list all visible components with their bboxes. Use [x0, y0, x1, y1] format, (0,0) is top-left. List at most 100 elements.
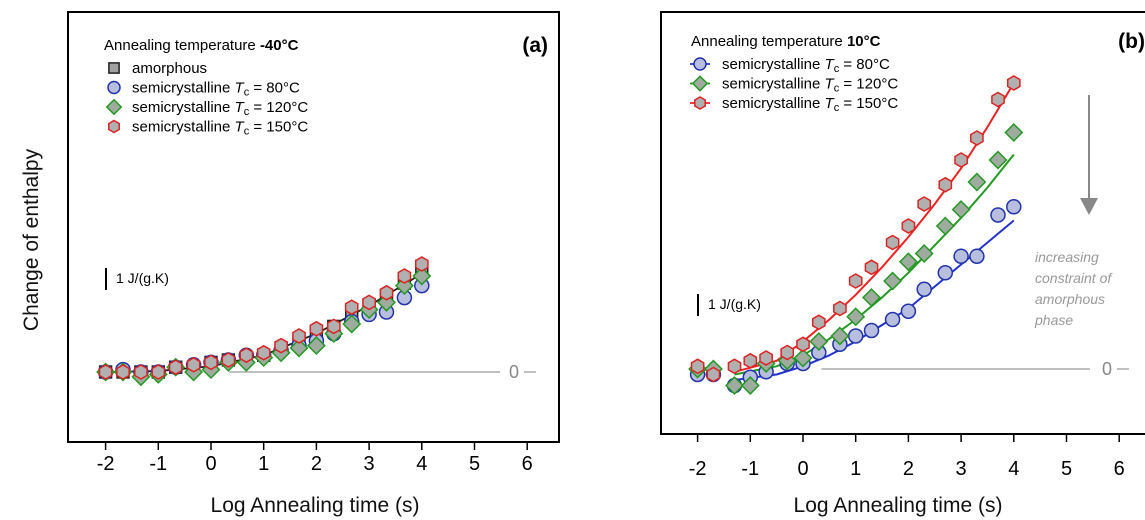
panel-a-scale-bar-label: 1 J/(g.K)	[116, 270, 169, 286]
panel-b-tick-label: 2	[903, 458, 914, 480]
panel-b-data-point	[967, 172, 987, 192]
panel-b-data-point	[990, 207, 1006, 223]
panel-b-legend-title: Annealing temperature 10°C	[691, 33, 881, 50]
panel-b-legend-entry: semicrystalline Tc = 150°C	[722, 95, 898, 114]
panel-a-zero-label: 0	[509, 362, 519, 382]
panel-a-data-point	[326, 318, 341, 335]
panel-a-data-point	[397, 268, 412, 284]
panel-a-legend-marker	[105, 98, 123, 116]
panel-b-scale-bar-label: 1 J/(g.K)	[708, 296, 761, 312]
panel-a-data-point	[412, 266, 432, 286]
panel-a-frame	[67, 11, 560, 443]
panel-b-tick-label: 4	[1008, 458, 1019, 480]
panel-b-data-point	[740, 376, 760, 395]
panel-a-tick-label: 2	[311, 453, 322, 475]
panel-b-data-point	[690, 358, 705, 375]
panel-b-tick-label: 5	[1061, 458, 1072, 480]
panel-b-data-point	[885, 234, 900, 251]
panel-b-data-point	[780, 344, 795, 361]
annotation-line-3: amorphous	[1035, 291, 1105, 307]
panel-a-legend-marker	[107, 80, 121, 95]
panel-b-legend-marker	[691, 75, 709, 92]
panel-a-data-point	[292, 328, 306, 344]
panel-b-data-point	[988, 150, 1008, 170]
panel-a-data-point	[204, 354, 218, 371]
panel-b-legend-entry: semicrystalline Tc = 120°C	[722, 76, 898, 95]
panel-b-data-point	[848, 273, 863, 289]
panel-b-data-point	[970, 130, 984, 146]
panel-b-data-point	[830, 326, 850, 346]
panel-a-x-ticks: -2 -1 0 1 2 3 4 5 6	[97, 442, 533, 475]
panel-a-tick-label: -2	[97, 453, 115, 475]
panel-b-legend: semicrystalline Tc = 80°Csemicrystalline…	[690, 56, 898, 114]
panel-b-data-point	[847, 328, 864, 344]
panel-b-data-point	[991, 91, 1005, 108]
panel-b-data-point	[884, 311, 901, 328]
panel-a-data-point	[306, 336, 326, 356]
panel-b-series-fit-line	[734, 82, 1015, 373]
panel-b-data-point	[951, 200, 971, 219]
panel-a-legend-title-value: -40°C	[260, 37, 299, 54]
panel-a: (a) Annealing temperature -40°C amorphou…	[67, 11, 560, 517]
constraint-arrow-head	[1080, 198, 1098, 215]
panel-a-legend-entry: amorphous	[132, 60, 207, 77]
panel-a-x-axis-label: Log Annealing time (s)	[211, 494, 420, 517]
annotation-line-2: constraint of	[1035, 270, 1113, 286]
panel-b-legend-marker	[694, 96, 706, 110]
panel-b-data-point	[937, 265, 954, 281]
panel-a-data-point	[221, 352, 236, 368]
panel-a-tick-label: 3	[364, 453, 375, 475]
panel-a-data-point	[134, 364, 148, 380]
panel-b-data-point	[759, 350, 773, 366]
panel-a-legend-entry: semicrystalline Tc = 120°C	[132, 99, 308, 118]
panel-a-tick-label: -1	[149, 453, 167, 475]
panel-b-label: (b)	[1118, 30, 1145, 53]
panel-b-tick-label: -2	[689, 458, 707, 480]
panel-b-data-point	[727, 358, 742, 375]
y-axis-label: Change of enthalpy	[20, 148, 43, 331]
panel-b-legend-marker	[693, 57, 707, 71]
panel-b-data-point	[846, 307, 866, 327]
panel-a-data-point	[379, 284, 394, 301]
panel-a-data-point	[274, 337, 288, 354]
panel-a-marks	[96, 256, 432, 387]
panel-b-data-point	[1004, 123, 1024, 142]
panel-a-legend-marker	[108, 119, 120, 134]
panel-a-tick-label: 5	[469, 453, 480, 475]
constraint-arrow	[1080, 95, 1098, 215]
panel-b-data-point	[969, 248, 985, 264]
panel-b-data-point	[833, 300, 847, 317]
panel-a-data-point	[98, 364, 113, 380]
panel-a-data-point	[186, 356, 201, 373]
panel-b-data-point	[796, 336, 810, 353]
panel-a-data-point	[362, 294, 376, 311]
panel-a-data-point	[116, 364, 130, 380]
panel-a-label: (a)	[522, 34, 548, 57]
panel-b-data-point	[954, 152, 968, 168]
panel-a-data-point	[168, 359, 183, 376]
panel-b-data-point	[793, 348, 813, 368]
annotation-line-4: phase	[1034, 312, 1073, 328]
panel-a-data-point	[342, 314, 362, 334]
panel-b-data-point	[863, 322, 880, 339]
panel-b-tick-label: 3	[956, 458, 967, 480]
panel-a-legend-entry: semicrystalline Tc = 150°C	[132, 119, 308, 138]
panel-a-data-point	[414, 256, 429, 272]
panel-a-tick-label: 6	[522, 453, 533, 475]
panel-b-data-point	[901, 218, 916, 234]
panel-b-data-point	[777, 351, 797, 371]
panel-a-data-point	[344, 299, 359, 316]
panel-b-legend-title-prefix: Annealing temperature	[691, 33, 847, 50]
panel-b-data-point	[953, 248, 969, 264]
panel-b-zero-label: 0	[1102, 359, 1112, 379]
panel-b-data-point	[900, 303, 917, 319]
annotation-line-1: increasing	[1035, 249, 1099, 265]
panel-b-x-ticks: -2 -1 0 1 2 3 4 5 6	[689, 434, 1125, 480]
panel-b-data-point	[862, 288, 881, 307]
panel-a-tick-label: 0	[205, 453, 216, 475]
panel-a-legend-title-prefix: Annealing temperature	[104, 37, 260, 54]
panel-b-data-point	[1006, 199, 1022, 215]
panel-b-data-point	[914, 244, 934, 263]
panel-a-data-point	[256, 344, 271, 361]
